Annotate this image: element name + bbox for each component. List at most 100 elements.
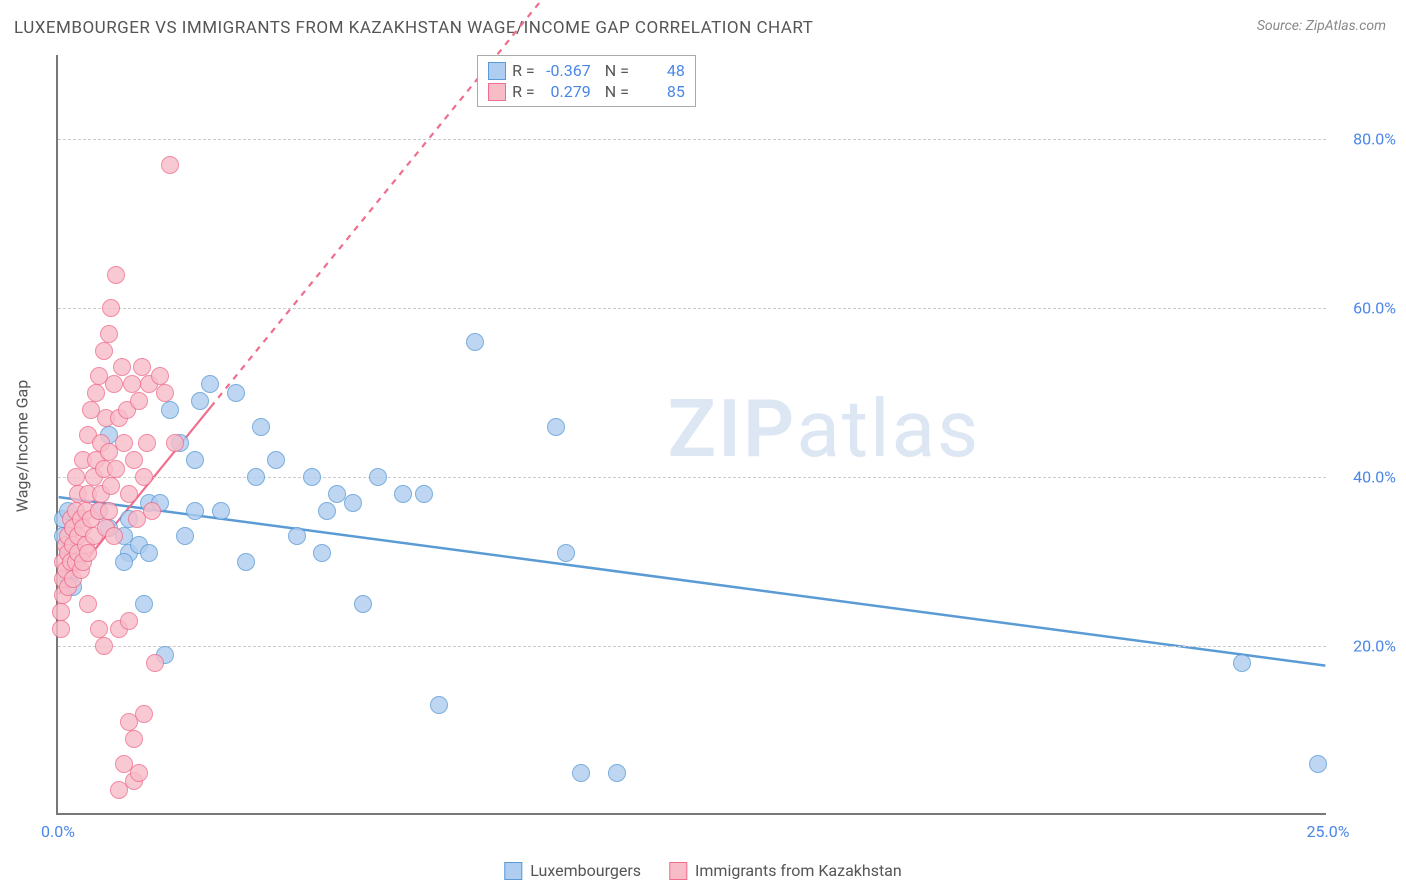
data-point-kaz — [135, 468, 153, 486]
data-point-kaz — [95, 342, 113, 360]
data-point-kaz — [105, 527, 123, 545]
legend-bottom-item-lux: Luxembourgers — [504, 861, 641, 880]
data-point-lux — [318, 502, 336, 520]
data-point-lux — [1309, 755, 1327, 773]
y-tick-label: 40.0% — [1336, 468, 1396, 487]
data-point-kaz — [107, 266, 125, 284]
data-point-lux — [608, 764, 626, 782]
data-point-kaz — [161, 156, 179, 174]
legend-top-row-lux: R = -0.367 N = 48 — [488, 60, 685, 81]
legend-R-label: R = — [512, 82, 535, 101]
data-point-kaz — [67, 468, 85, 486]
x-tick-label: 0.0% — [41, 822, 75, 841]
data-point-lux — [1233, 654, 1251, 672]
data-point-kaz — [105, 375, 123, 393]
trend-line-lux — [59, 497, 1326, 665]
swatch-lux-icon — [504, 862, 522, 880]
data-point-lux — [176, 527, 194, 545]
data-point-lux — [212, 502, 230, 520]
source-label: Source: ZipAtlas.com — [1257, 18, 1386, 34]
data-point-kaz — [146, 654, 164, 672]
legend-N-value: 85 — [635, 82, 685, 101]
data-point-kaz — [79, 544, 97, 562]
legend-R-value: -0.367 — [541, 61, 591, 80]
data-point-kaz — [52, 603, 70, 621]
data-point-lux — [252, 418, 270, 436]
legend-N-value: 48 — [635, 61, 685, 80]
data-point-lux — [303, 468, 321, 486]
y-axis-title: Wage/Income Gap — [13, 380, 32, 512]
data-point-lux — [369, 468, 387, 486]
watermark: ZIPatlas — [668, 382, 981, 476]
data-point-lux — [415, 485, 433, 503]
data-point-lux — [557, 544, 575, 562]
legend-bottom: Luxembourgers Immigrants from Kazakhstan — [504, 861, 901, 880]
data-point-kaz — [138, 434, 156, 452]
gridline — [58, 308, 1326, 309]
data-point-kaz — [115, 434, 133, 452]
legend-bottom-label: Luxembourgers — [530, 861, 641, 880]
watermark-strong: ZIP — [668, 382, 797, 476]
data-point-kaz — [100, 502, 118, 520]
data-point-kaz — [143, 502, 161, 520]
swatch-lux-icon — [488, 62, 506, 80]
data-point-lux — [313, 544, 331, 562]
legend-N-label: N = — [605, 61, 629, 80]
data-point-lux — [161, 401, 179, 419]
swatch-kaz-icon — [488, 83, 506, 101]
data-point-kaz — [120, 612, 138, 630]
data-point-lux — [354, 595, 372, 613]
legend-top-box: R = -0.367 N = 48R = 0.279 N = 85 — [477, 55, 696, 107]
gridline — [58, 646, 1326, 647]
x-tick-label: 25.0% — [1307, 822, 1350, 841]
y-tick-label: 80.0% — [1336, 130, 1396, 149]
data-point-kaz — [123, 375, 141, 393]
data-point-kaz — [102, 299, 120, 317]
data-point-kaz — [113, 358, 131, 376]
data-point-lux — [227, 384, 245, 402]
legend-top-row-kaz: R =0.279N =85 — [488, 81, 685, 102]
swatch-kaz-icon — [669, 862, 687, 880]
data-point-lux — [135, 595, 153, 613]
data-point-lux — [115, 553, 133, 571]
data-point-kaz — [125, 451, 143, 469]
data-point-lux — [186, 451, 204, 469]
data-point-lux — [267, 451, 285, 469]
data-point-kaz — [156, 384, 174, 402]
y-tick-label: 20.0% — [1336, 637, 1396, 656]
watermark-light: atlas — [796, 382, 980, 476]
chart-title: LUXEMBOURGER VS IMMIGRANTS FROM KAZAKHST… — [14, 18, 813, 38]
legend-R-label: R = — [512, 61, 535, 80]
gridline — [58, 139, 1326, 140]
data-point-kaz — [135, 705, 153, 723]
data-point-lux — [344, 494, 362, 512]
data-point-kaz — [95, 637, 113, 655]
data-point-lux — [466, 333, 484, 351]
plot-area: ZIPatlas R =-0.367N =48R =0.279N =85 20.… — [56, 55, 1326, 815]
legend-bottom-label: Immigrants from Kazakhstan — [695, 861, 902, 880]
data-point-kaz — [133, 358, 151, 376]
data-point-lux — [201, 375, 219, 393]
data-point-kaz — [102, 477, 120, 495]
data-point-lux — [572, 764, 590, 782]
data-point-kaz — [125, 730, 143, 748]
data-point-lux — [191, 392, 209, 410]
data-point-lux — [547, 418, 565, 436]
data-point-kaz — [166, 434, 184, 452]
y-tick-label: 60.0% — [1336, 299, 1396, 318]
data-point-lux — [247, 468, 265, 486]
data-point-kaz — [130, 764, 148, 782]
data-point-lux — [430, 696, 448, 714]
data-point-lux — [237, 553, 255, 571]
data-point-kaz — [90, 620, 108, 638]
legend-bottom-item-kaz: Immigrants from Kazakhstan — [669, 861, 902, 880]
data-point-kaz — [130, 392, 148, 410]
data-point-lux — [288, 527, 306, 545]
data-point-kaz — [100, 325, 118, 343]
legend-R-value: 0.279 — [541, 82, 591, 101]
data-point-lux — [394, 485, 412, 503]
data-point-kaz — [87, 384, 105, 402]
data-point-kaz — [120, 485, 138, 503]
data-point-kaz — [52, 620, 70, 638]
data-point-kaz — [151, 367, 169, 385]
